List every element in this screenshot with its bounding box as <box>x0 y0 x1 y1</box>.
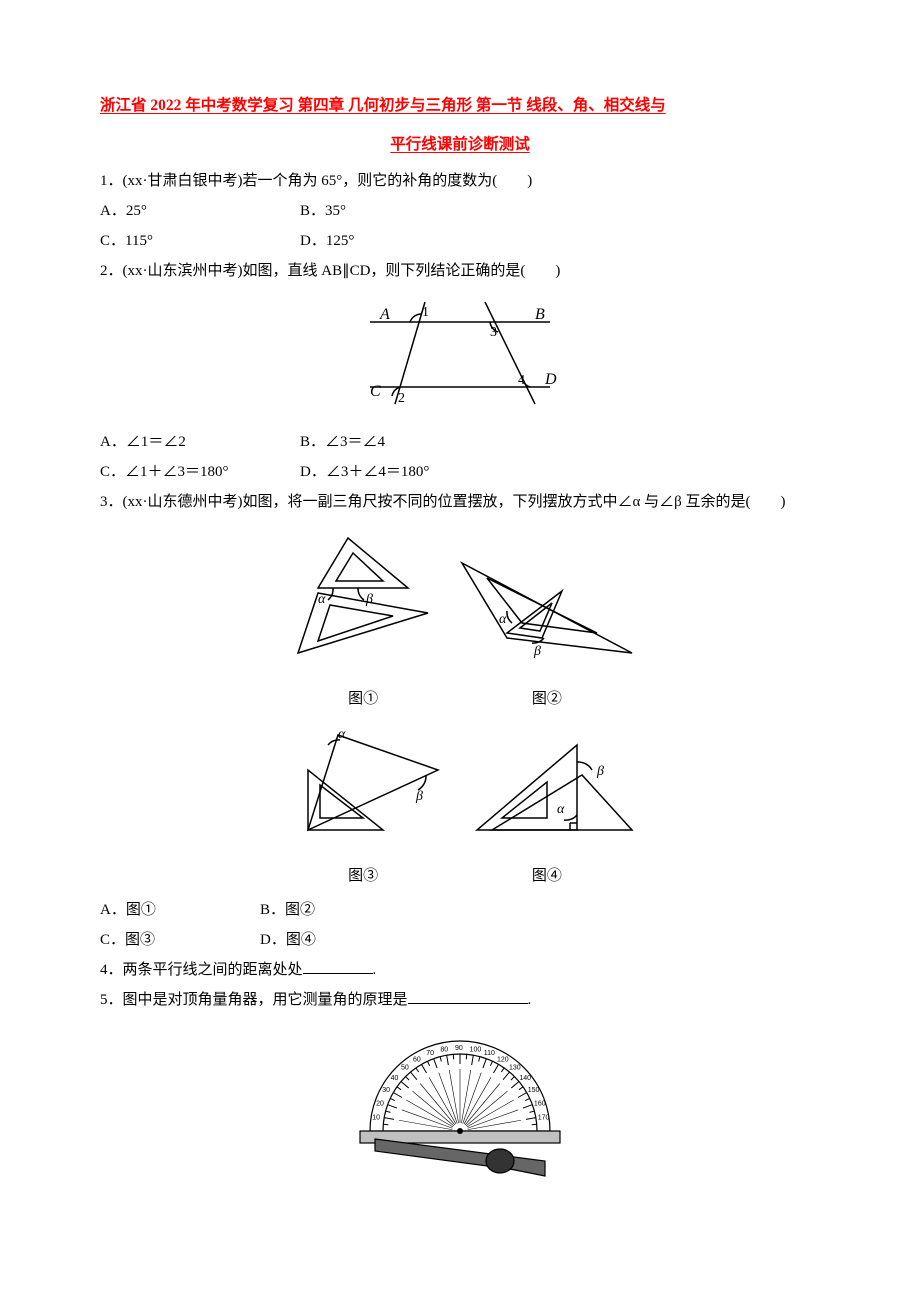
svg-text:160: 160 <box>534 1100 546 1107</box>
q1-text: 1．(xx·甘肃白银中考)若一个角为 65°，则它的补角的度数为( ) <box>100 166 820 196</box>
doc-title: 浙江省 2022 年中考数学复习 第四章 几何初步与三角形 第一节 线段、角、相… <box>100 90 820 121</box>
q2-text: 2．(xx·山东滨州中考)如图，直线 AB∥CD，则下列结论正确的是( ) <box>100 256 820 286</box>
q3-f3-label: 图③ <box>278 861 448 891</box>
q1-optD: D．125° <box>300 226 520 256</box>
q2-label-B: B <box>535 306 545 323</box>
q1-optA: A．25° <box>100 196 300 226</box>
q4-tail: . <box>373 962 377 978</box>
q3-f3-alpha: α <box>338 727 346 742</box>
q3-f1-alpha: α <box>318 592 326 607</box>
svg-text:100: 100 <box>470 1046 482 1053</box>
q1-optC: C．115° <box>100 226 300 256</box>
q2-label-A: A <box>379 306 390 323</box>
q3-f2-label: 图② <box>452 684 642 714</box>
q4-blank <box>303 958 373 974</box>
svg-text:110: 110 <box>484 1050 495 1057</box>
q3-f1-beta: β <box>365 592 373 607</box>
q3-figrow2: α β α β <box>100 720 820 861</box>
q1-row2: C．115° D．125° <box>100 226 820 256</box>
q3-fig2-svg: α β <box>452 523 642 673</box>
q3-f1-label: 图① <box>278 684 448 714</box>
q3-f4-beta: β <box>596 764 604 779</box>
q3-row1: A．图① B．图② <box>100 895 820 925</box>
svg-text:50: 50 <box>401 1065 409 1072</box>
q5-text: 5．图中是对顶角量角器，用它测量角的原理是 <box>100 992 408 1008</box>
q3-optB: B．图② <box>260 895 420 925</box>
q3-f3-beta: β <box>415 789 423 804</box>
q5-figure: 10 20 304050 60 70 80 90 100110120130 140 150 160 1… <box>100 1021 820 1192</box>
q3-figrow1: α β α β <box>100 523 820 684</box>
q5-tail: . <box>528 992 532 1008</box>
q3-optD: D．图④ <box>260 925 420 955</box>
svg-text:120: 120 <box>497 1056 509 1063</box>
q2-optB: B．∠3＝∠4 <box>300 427 520 457</box>
q2-optD: D．∠3＋∠4＝180° <box>300 457 520 487</box>
q2-optC: C．∠1＋∠3＝180° <box>100 457 300 487</box>
q2-label-4: 4 <box>518 373 525 388</box>
q5-line: 5．图中是对顶角量角器，用它测量角的原理是. <box>100 985 820 1015</box>
q1-row1: A．25° B．35° <box>100 196 820 226</box>
q3-optA: A．图① <box>100 895 260 925</box>
svg-text:30: 30 <box>382 1087 390 1094</box>
q2-figure: A B C D 1 3 2 4 <box>100 292 820 423</box>
q2-label-D: D <box>544 371 557 388</box>
q2-label-C: C <box>370 383 381 400</box>
q2-label-3: 3 <box>490 325 497 340</box>
q4-text: 4．两条平行线之间的距离处处 <box>100 962 303 978</box>
svg-text:150: 150 <box>528 1087 540 1094</box>
q4-line: 4．两条平行线之间的距离处处. <box>100 955 820 985</box>
q3-optC: C．图③ <box>100 925 260 955</box>
svg-text:20: 20 <box>376 1100 384 1107</box>
svg-text:80: 80 <box>440 1046 448 1053</box>
q2-optA: A．∠1＝∠2 <box>100 427 300 457</box>
q3-fig3-svg: α β <box>278 720 448 850</box>
svg-text:130: 130 <box>509 1065 521 1072</box>
q3-fig4-svg: α β <box>452 720 642 850</box>
q2-label-2: 2 <box>398 391 405 406</box>
q1-optB: B．35° <box>300 196 520 226</box>
svg-text:10: 10 <box>372 1114 380 1121</box>
q3-figrow2-labels: 图③ 图④ <box>100 861 820 891</box>
q3-f2-beta: β <box>533 644 541 659</box>
svg-text:90: 90 <box>455 1045 463 1052</box>
svg-text:40: 40 <box>391 1075 399 1082</box>
q5-blank <box>408 988 528 1004</box>
svg-text:60: 60 <box>413 1056 421 1063</box>
q3-text: 3．(xx·山东德州中考)如图，将一副三角尺按不同的位置摆放，下列摆放方式中∠α… <box>100 487 820 517</box>
q2-row2: C．∠1＋∠3＝180° D．∠3＋∠4＝180° <box>100 457 820 487</box>
svg-text:170: 170 <box>538 1114 550 1121</box>
svg-text:140: 140 <box>519 1075 531 1082</box>
q2-label-1: 1 <box>422 305 429 320</box>
q3-f2-alpha: α <box>499 612 507 627</box>
q2-row1: A．∠1＝∠2 B．∠3＝∠4 <box>100 427 820 457</box>
doc-subtitle: 平行线课前诊断测试 <box>100 129 820 160</box>
q3-fig1-svg: α β <box>278 523 448 673</box>
svg-text:70: 70 <box>426 1050 434 1057</box>
q3-row2: C．图③ D．图④ <box>100 925 820 955</box>
q3-f4-label: 图④ <box>452 861 642 891</box>
q3-figrow1-labels: 图① 图② <box>100 684 820 714</box>
q3-f4-alpha: α <box>557 802 565 817</box>
